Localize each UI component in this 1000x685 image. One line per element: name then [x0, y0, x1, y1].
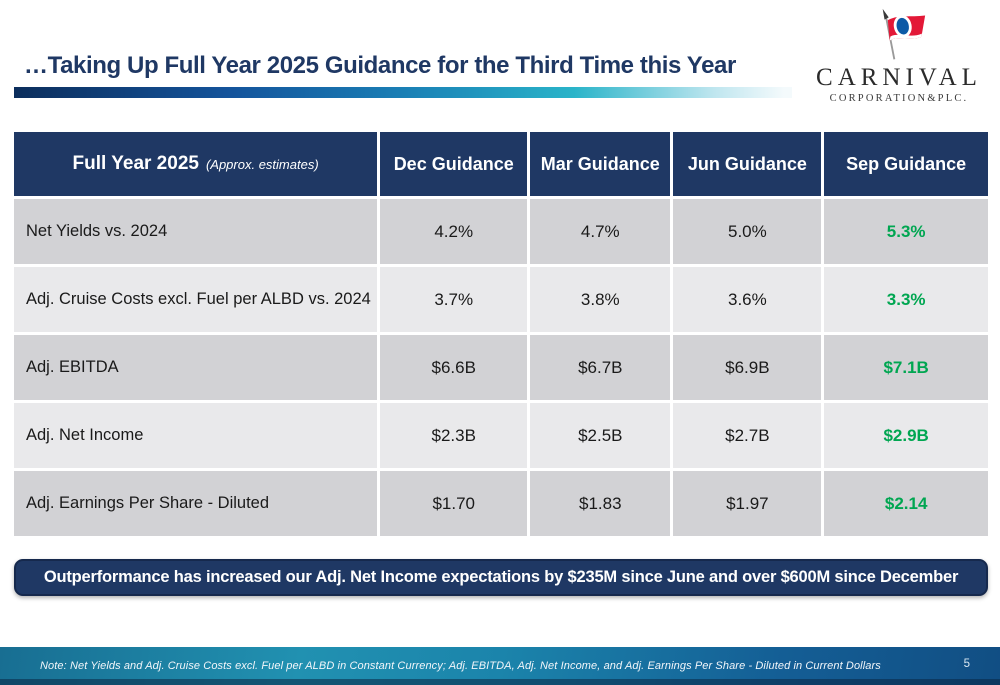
title-underline-gradient — [14, 87, 792, 98]
guidance-table: Full Year 2025 (Approx. estimates) Dec G… — [14, 132, 988, 539]
row-value-sep: 5.3% — [824, 199, 988, 264]
logo-subtext: CORPORATION&PLC. — [829, 93, 969, 104]
row-value-jun: $1.97 — [673, 471, 825, 536]
row-value-dec: 4.2% — [380, 199, 531, 264]
header-cell-dec-guidance: Dec Guidance — [380, 132, 531, 196]
footnote-bar: Note: Net Yields and Adj. Cruise Costs e… — [0, 647, 1000, 685]
row-value-mar: $1.83 — [530, 471, 674, 536]
row-label: Adj. Net Income — [14, 403, 381, 468]
row-value-sep: $2.14 — [824, 471, 988, 536]
row-label: Adj. Earnings Per Share - Diluted — [14, 471, 381, 536]
row-value-sep: $7.1B — [824, 335, 988, 400]
header-cell-full-year: Full Year 2025 (Approx. estimates) — [14, 132, 381, 196]
row-value-jun: 3.6% — [673, 267, 825, 332]
row-label: Net Yields vs. 2024 — [14, 199, 381, 264]
header-cell-mar-guidance: Mar Guidance — [530, 132, 674, 196]
table-row-net-yields: Net Yields vs. 2024 4.2% 4.7% 5.0% 5.3% — [14, 199, 988, 264]
header-label: Mar Guidance — [540, 153, 660, 174]
carnival-flag-icon — [882, 8, 926, 60]
table-row-net-income: Adj. Net Income $2.3B $2.5B $2.7B $2.9B — [14, 403, 988, 468]
row-value-jun: 5.0% — [673, 199, 825, 264]
logo-wordmark: CARNIVAL — [816, 64, 982, 91]
header-label: Dec Guidance — [393, 153, 514, 174]
row-value-mar: $2.5B — [530, 403, 674, 468]
table-row-eps-diluted: Adj. Earnings Per Share - Diluted $1.70 … — [14, 471, 988, 536]
header-cell-sep-guidance: Sep Guidance — [824, 132, 988, 196]
header-label: Jun Guidance — [687, 153, 807, 174]
outperformance-banner: Outperformance has increased our Adj. Ne… — [14, 559, 988, 596]
footnote-text: Note: Net Yields and Adj. Cruise Costs e… — [40, 660, 881, 672]
row-value-mar: $6.7B — [530, 335, 674, 400]
header-approx-note: (Approx. estimates) — [205, 156, 319, 172]
header-cell-jun-guidance: Jun Guidance — [673, 132, 825, 196]
row-value-sep: $2.9B — [824, 403, 988, 468]
row-label: Adj. Cruise Costs excl. Fuel per ALBD vs… — [14, 267, 381, 332]
table-row-cruise-costs: Adj. Cruise Costs excl. Fuel per ALBD vs… — [14, 267, 988, 332]
row-value-dec: 3.7% — [380, 267, 531, 332]
table-header-row: Full Year 2025 (Approx. estimates) Dec G… — [14, 132, 988, 196]
slide-title: …Taking Up Full Year 2025 Guidance for t… — [24, 52, 736, 79]
row-value-jun: $2.7B — [673, 403, 825, 468]
row-value-dec: $6.6B — [380, 335, 531, 400]
row-value-jun: $6.9B — [673, 335, 825, 400]
header-title: Full Year 2025 — [72, 153, 199, 174]
row-value-dec: $1.70 — [380, 471, 531, 536]
carnival-logo: CARNIVAL CORPORATION&PLC. — [814, 8, 984, 104]
row-label: Adj. EBITDA — [14, 335, 381, 400]
row-value-sep: 3.3% — [824, 267, 988, 332]
row-value-dec: $2.3B — [380, 403, 531, 468]
table-row-ebitda: Adj. EBITDA $6.6B $6.7B $6.9B $7.1B — [14, 335, 988, 400]
header-label: Sep Guidance — [846, 153, 967, 174]
banner-text: Outperformance has increased our Adj. Ne… — [43, 568, 959, 586]
row-value-mar: 4.7% — [530, 199, 674, 264]
page-number: 5 — [963, 658, 970, 670]
row-value-mar: 3.8% — [530, 267, 674, 332]
